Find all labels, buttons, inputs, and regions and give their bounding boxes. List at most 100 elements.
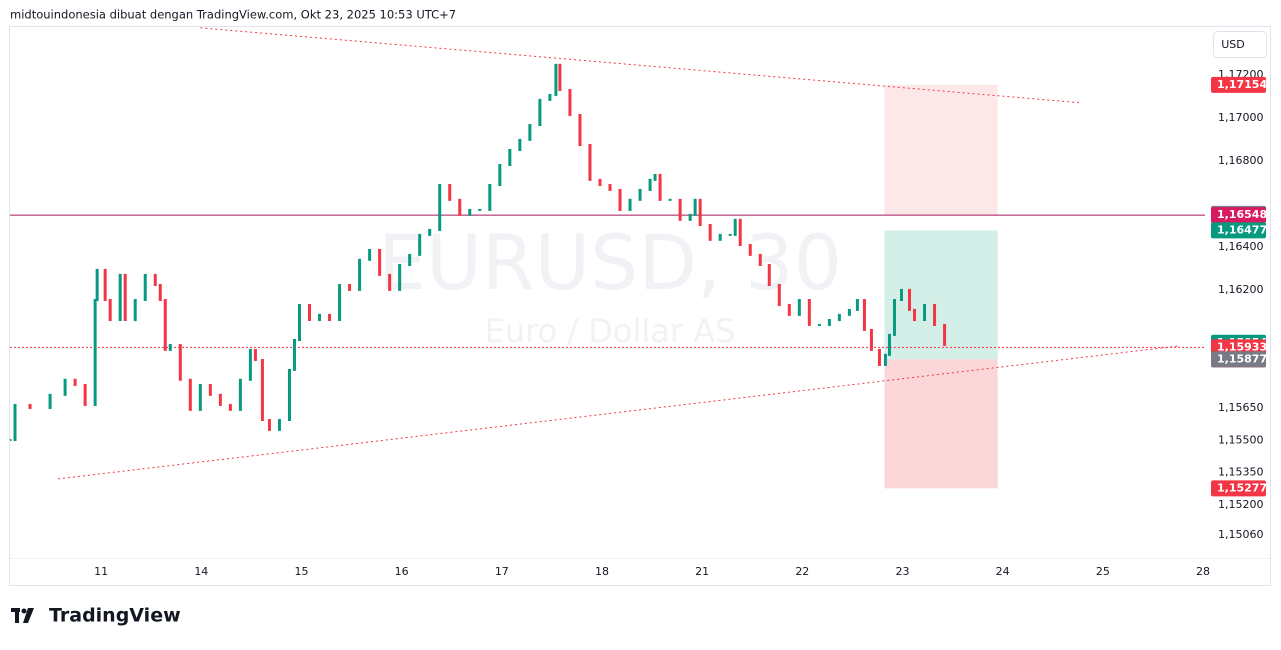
candle	[188, 378, 192, 411]
y-tick-label: 1,15350	[1218, 466, 1264, 479]
y-tick-label: 1,15200	[1218, 498, 1264, 511]
candle	[733, 218, 737, 236]
price-label: 1,16477	[1217, 223, 1267, 236]
x-tick-label: 17	[495, 565, 509, 578]
candle	[83, 383, 87, 406]
candle	[328, 313, 332, 322]
candle	[63, 378, 67, 396]
header-text: midtouindonesia dibuat dengan TradingVie…	[10, 8, 456, 22]
candle	[267, 418, 271, 431]
candle	[48, 393, 52, 409]
candle	[558, 63, 562, 91]
logo-text: TradingView	[49, 605, 181, 627]
x-tick-label: 24	[996, 565, 1010, 578]
price-label-box	[1211, 480, 1266, 497]
x-tick-label: 16	[395, 565, 409, 578]
candle	[448, 184, 452, 201]
candle	[528, 124, 532, 141]
candle	[807, 299, 811, 326]
candle	[598, 178, 602, 187]
candle	[777, 283, 781, 306]
x-tick-label: 21	[695, 565, 709, 578]
candle	[653, 173, 657, 181]
currency-button[interactable]	[1213, 31, 1267, 58]
price-label: 1,15877	[1217, 352, 1267, 365]
candle	[168, 343, 172, 351]
candle	[817, 323, 821, 326]
y-tick-label: 1,17000	[1218, 111, 1264, 124]
price-label-box	[1211, 222, 1266, 239]
candle	[10, 438, 12, 441]
y-tick-label: 1,16800	[1218, 154, 1264, 167]
price-label: 1,17154	[1217, 78, 1267, 91]
candle	[913, 308, 917, 322]
candle	[28, 403, 32, 409]
price-label: 1,15933	[1217, 340, 1267, 353]
candle	[153, 273, 157, 286]
candle	[708, 223, 712, 241]
price-label: 1,15277	[1217, 481, 1267, 494]
watermark-subtitle: Euro / Dollar AS	[485, 312, 736, 350]
candle	[588, 144, 592, 181]
plot	[10, 27, 1205, 489]
candle	[133, 299, 137, 322]
y-tick-label: 1,15500	[1218, 433, 1264, 446]
candle	[508, 148, 512, 167]
candle	[899, 288, 903, 302]
candle	[297, 303, 301, 342]
candle	[718, 233, 722, 241]
chart-frame	[9, 26, 1271, 586]
candle	[238, 378, 242, 411]
candle	[658, 173, 662, 201]
trend-line	[58, 345, 1181, 480]
candle	[943, 323, 947, 346]
candle	[198, 383, 202, 411]
candle	[923, 303, 927, 322]
candle	[892, 299, 896, 336]
candle	[158, 283, 162, 302]
price-label-box	[1211, 351, 1266, 368]
candle	[388, 273, 392, 291]
candle	[253, 348, 257, 362]
candle	[648, 178, 652, 191]
candle	[458, 198, 462, 216]
candle	[292, 339, 296, 371]
x-tick-label: 14	[194, 565, 208, 578]
candle	[13, 403, 17, 441]
candle	[693, 198, 697, 216]
y-tick-label: 1,15650	[1218, 401, 1264, 414]
candle	[738, 218, 742, 246]
candle	[260, 359, 264, 421]
candle	[308, 303, 312, 322]
candle	[883, 353, 887, 366]
candle	[103, 268, 107, 302]
position-zone	[884, 359, 998, 489]
candle	[208, 383, 212, 396]
candle	[123, 273, 127, 322]
candle	[698, 198, 702, 226]
candle	[438, 184, 442, 231]
x-tick-label: 22	[795, 565, 809, 578]
candle	[518, 138, 522, 151]
candle	[468, 208, 472, 216]
x-tick-label: 11	[94, 565, 108, 578]
candle	[668, 198, 672, 201]
candle	[73, 378, 77, 386]
candle	[678, 198, 682, 221]
candle	[408, 253, 412, 266]
candle	[218, 393, 222, 406]
candle	[887, 333, 891, 356]
candle	[93, 299, 97, 406]
candle	[228, 403, 232, 411]
candle	[787, 303, 791, 316]
candle	[428, 228, 432, 236]
candle	[418, 233, 422, 256]
candle	[348, 283, 352, 291]
candle	[248, 348, 252, 381]
price-label: 1,16548	[1217, 208, 1267, 221]
candle	[827, 319, 831, 326]
candle	[855, 299, 859, 311]
candle	[618, 188, 622, 211]
x-tick-label: 28	[1196, 565, 1210, 578]
logo-icon	[11, 608, 34, 623]
